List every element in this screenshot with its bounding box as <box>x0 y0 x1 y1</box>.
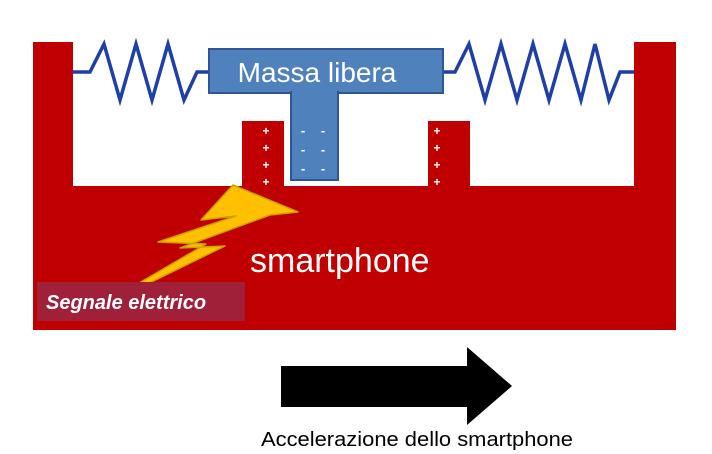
mass-label: Massa libera <box>238 57 397 88</box>
charge-minus: - <box>321 142 325 157</box>
spring-left-icon <box>73 37 210 107</box>
charge-minus: - <box>301 161 305 176</box>
frame-right-wall <box>634 42 676 192</box>
negative-charges-mass: - - - - - - <box>301 123 325 176</box>
charge-minus: - <box>301 123 305 138</box>
positive-charges-left: + + + + <box>262 124 269 189</box>
signal-label-box: Segnale elettrico <box>37 282 245 321</box>
arrow-right-icon <box>281 347 512 425</box>
frame-left-wall <box>33 42 73 192</box>
signal-label: Segnale elettrico <box>46 292 206 314</box>
charge-plus: + <box>433 175 440 189</box>
charge-plus: + <box>433 158 440 172</box>
free-mass: Massa libera <box>208 48 444 181</box>
charge-plus: + <box>262 175 269 189</box>
charge-minus: - <box>321 123 325 138</box>
free-mass-bar <box>208 48 444 94</box>
charge-minus: - <box>321 161 325 176</box>
charge-plus: + <box>433 141 440 155</box>
charge-plus: + <box>262 124 269 138</box>
fixed-electrode-left <box>242 121 284 191</box>
charge-minus: - <box>301 142 305 157</box>
charge-plus: + <box>262 158 269 172</box>
lightning-bolt-icon <box>85 184 299 315</box>
charge-plus: + <box>433 124 440 138</box>
free-mass-stem <box>290 91 339 181</box>
arrow-caption: Accelerazione dello smartphone <box>261 429 573 451</box>
spring-right-icon <box>443 37 634 107</box>
positive-charges-right: + + + + <box>433 124 440 189</box>
charge-plus: + <box>262 141 269 155</box>
smartphone-label: smartphone <box>250 242 430 280</box>
fixed-electrode-right <box>428 121 470 191</box>
